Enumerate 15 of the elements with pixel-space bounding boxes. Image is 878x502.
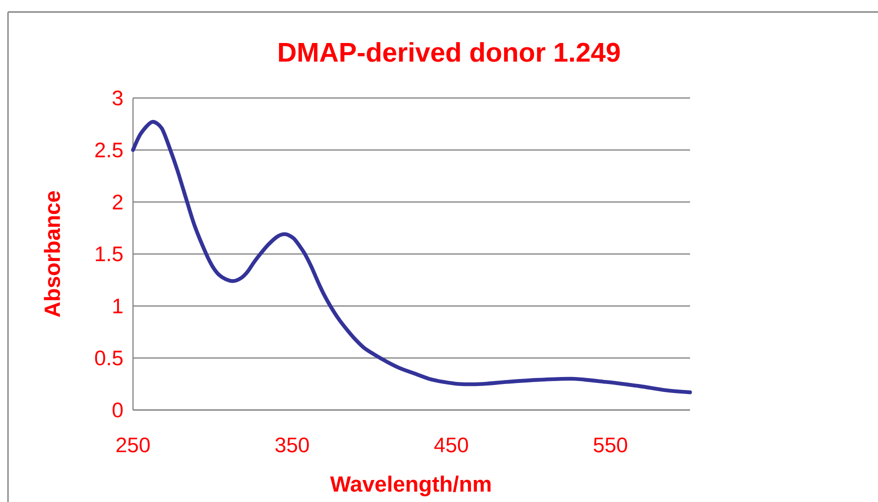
y-tick-label: 2 xyxy=(112,194,122,210)
x-tick-label: 550 xyxy=(594,438,628,452)
y-tick-label: 1 xyxy=(113,298,122,314)
x-tick-label: 350 xyxy=(275,438,309,452)
x-axis-title: Wavelength/nm xyxy=(330,476,491,496)
x-tick-label: 450 xyxy=(434,438,468,452)
y-tick-label: 0.5 xyxy=(95,350,123,366)
y-tick-label: 2.5 xyxy=(95,142,123,158)
line-series xyxy=(131,120,692,394)
y-tick-label: 3 xyxy=(112,90,123,106)
y-tick-label: 1.5 xyxy=(96,246,123,262)
x-tick-label: 250 xyxy=(116,438,150,452)
y-axis-title: Absorbance xyxy=(44,191,60,318)
chart-title: DMAP-derived donor 1.249 xyxy=(279,42,620,62)
y-tick-label: 0 xyxy=(112,402,123,418)
